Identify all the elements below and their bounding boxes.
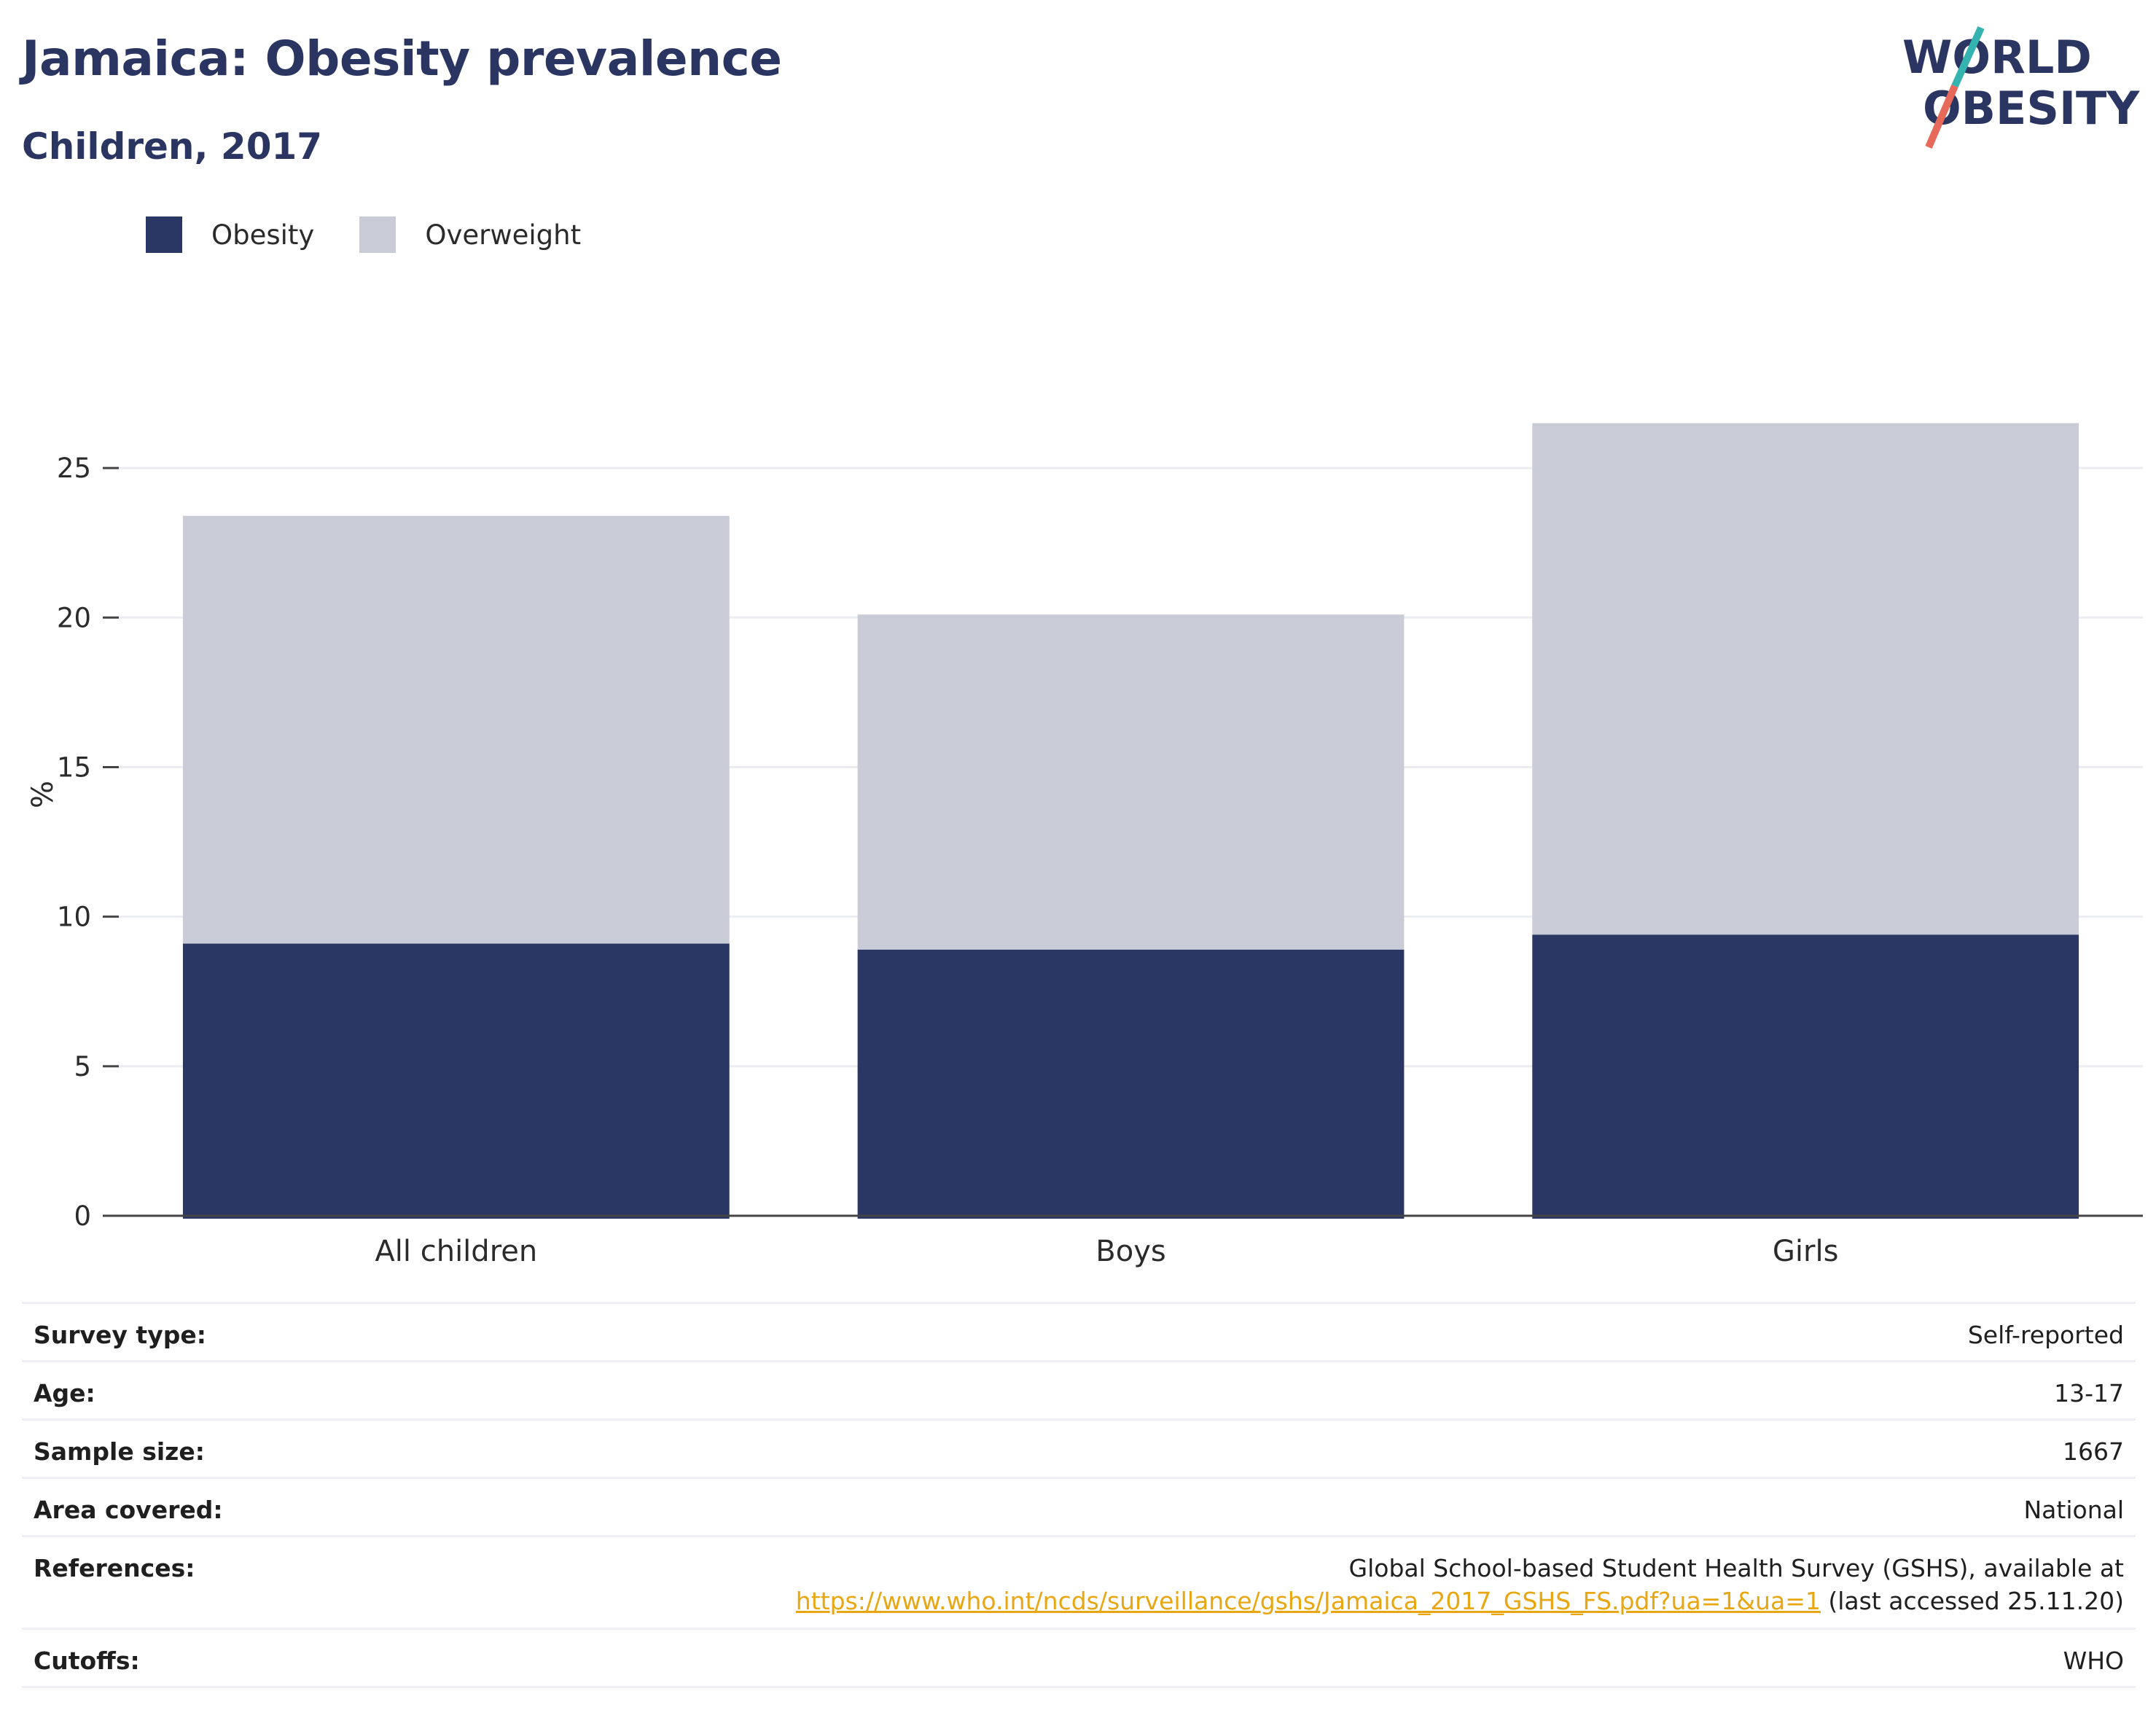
info-row-age: Age: 13-17: [22, 1362, 2136, 1421]
survey-info-table: Survey type: Self-reported Age: 13-17 Sa…: [22, 1302, 2136, 1688]
bar-obesity-boys[interactable]: [857, 949, 1405, 1219]
bar-overweight-girls[interactable]: [1532, 423, 2079, 935]
legend-label-obesity: Obesity: [211, 219, 315, 251]
info-row-references: References: Global School-based Student …: [22, 1537, 2136, 1630]
reference-text: Global School-based Student Health Surve…: [1348, 1554, 2124, 1582]
y-tick-label: 0: [74, 1200, 91, 1232]
bar-overweight-boys[interactable]: [857, 614, 1405, 950]
chart-title: Jamaica: Obesity prevalence: [22, 31, 782, 87]
y-tick-label: 5: [74, 1051, 91, 1082]
info-row-survey-type: Survey type: Self-reported: [22, 1304, 2136, 1362]
logo-slash-coral: [1925, 85, 1958, 149]
info-value: National: [2023, 1496, 2124, 1524]
reference-suffix: (last accessed 25.11.20): [1820, 1587, 2124, 1615]
x-tick-label: Girls: [1773, 1235, 1839, 1268]
logo-line2: OBESITY: [1923, 82, 2140, 135]
info-row-sample-size: Sample size: 1667: [22, 1421, 2136, 1479]
legend-swatch-obesity: [146, 216, 182, 253]
world-obesity-logo: WORLD OBESITY: [1902, 26, 2140, 149]
info-key: References:: [34, 1554, 195, 1582]
info-row-cutoffs: Cutoffs: WHO: [22, 1630, 2136, 1688]
legend-swatch-overweight: [359, 216, 397, 253]
info-key: Sample size:: [34, 1437, 205, 1466]
chart-subtitle: Children, 2017: [22, 125, 323, 168]
legend-item-overweight[interactable]: Overweight: [359, 216, 581, 253]
legend-item-obesity[interactable]: Obesity: [146, 216, 314, 253]
info-row-area-covered: Area covered: National: [22, 1479, 2136, 1537]
y-tick-label: 20: [57, 602, 91, 633]
reference-link[interactable]: https://www.who.int/ncds/surveillance/gs…: [795, 1587, 1821, 1615]
legend: Obesity Overweight: [146, 216, 626, 253]
x-tick-label: All children: [375, 1235, 537, 1268]
info-value: 1667: [2063, 1437, 2124, 1466]
logo-slash-teal: [1951, 26, 1985, 88]
x-tick-labels: All children Boys Girls: [375, 1235, 1838, 1268]
y-tick-labels: 0 5 10 15 20 25: [57, 453, 119, 1232]
info-value: 13-17: [2054, 1379, 2124, 1407]
bar-chart: 0 5 10 15 20 25 All children Boys Girls %: [26, 423, 2143, 1268]
bar-obesity-all-children[interactable]: [182, 943, 730, 1219]
y-axis-label: %: [26, 781, 60, 808]
info-key: Area covered:: [34, 1496, 223, 1524]
legend-label-overweight: Overweight: [425, 219, 582, 251]
info-value: WHO: [2063, 1647, 2124, 1675]
logo-line1: WORLD: [1902, 31, 2092, 84]
bars: [182, 423, 2079, 1219]
info-value-references: Global School-based Student Health Surve…: [796, 1552, 2124, 1617]
bar-overweight-all-children[interactable]: [182, 515, 730, 944]
info-key: Age:: [34, 1379, 95, 1407]
bar-obesity-girls[interactable]: [1532, 934, 2079, 1219]
y-tick-label: 15: [57, 751, 91, 783]
y-tick-label: 25: [57, 453, 91, 484]
y-tick-label: 10: [57, 902, 91, 933]
info-key: Cutoffs:: [34, 1647, 140, 1675]
info-key: Survey type:: [34, 1321, 206, 1349]
x-tick-label: Boys: [1095, 1235, 1165, 1268]
info-value: Self-reported: [1967, 1321, 2124, 1349]
